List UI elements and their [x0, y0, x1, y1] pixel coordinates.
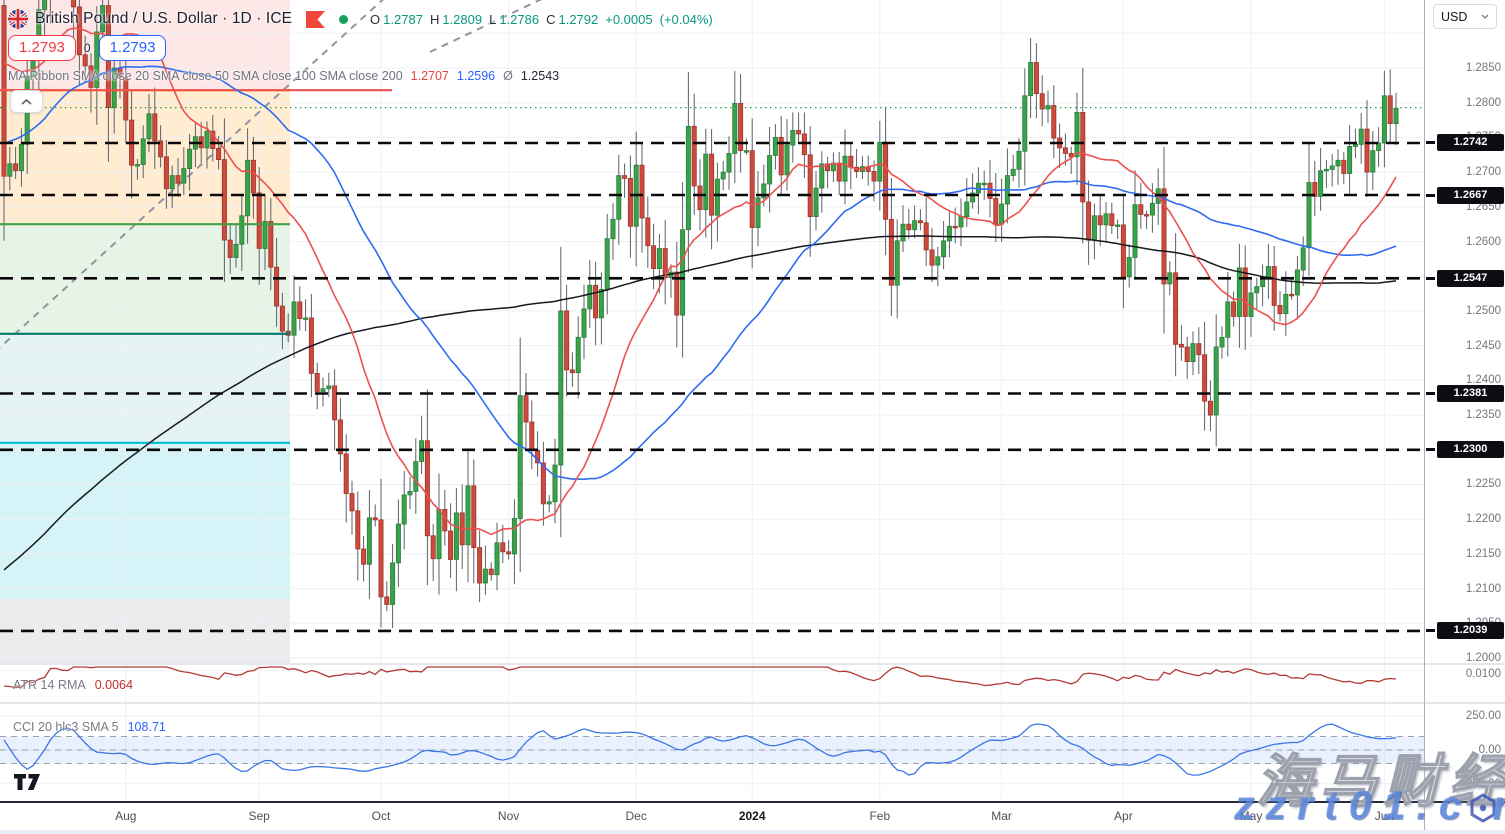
sma200-value: 1.2543 [520, 69, 560, 83]
currency-dropdown[interactable]: USD [1433, 4, 1497, 29]
high-label: H [429, 11, 440, 27]
gb-flag-icon [8, 9, 28, 29]
time-tick-Feb: Feb [869, 809, 891, 823]
cci-label[interactable]: CCI 20 hlc3 SMA 5 [13, 720, 119, 734]
currency-label: USD [1441, 9, 1468, 24]
sma-20-line [3, 27, 1397, 536]
bottom-scroll-strip [0, 830, 1505, 834]
cci-line [3, 723, 1397, 776]
symbol-title[interactable]: British Pound / U.S. Dollar · 1D · ICE [35, 10, 293, 27]
sma100-hidden-value: Ø [503, 69, 513, 83]
time-tick-Dec: Dec [625, 809, 647, 823]
price-tick: 1.2450 [1465, 339, 1501, 352]
price-tick: 1.2800 [1465, 96, 1501, 109]
price-axis[interactable]: USD 1.28501.28001.27501.27001.26501.2600… [1425, 0, 1505, 802]
price-tick: 1.2400 [1465, 374, 1501, 387]
cci-tick: 0.00 [1478, 744, 1501, 756]
candlestick-series [1, 0, 1399, 628]
price-tick: 1.2600 [1465, 235, 1501, 248]
sell-price-button[interactable]: 1.2793 [8, 35, 76, 61]
main-chart[interactable] [0, 0, 1424, 802]
sma50-value: 1.2596 [456, 69, 496, 83]
time-tick-Mar: Mar [991, 809, 1012, 823]
price-tick: 1.2200 [1465, 513, 1501, 526]
time-tick-Apr: Apr [1114, 809, 1133, 823]
time-tick-Oct: Oct [371, 809, 391, 823]
time-axis-separator [0, 801, 1505, 803]
low-label: L [489, 11, 497, 27]
high-value: 1.2809 [442, 11, 483, 27]
time-axis[interactable]: Aug Sep Oct Nov Dec 2024 Feb Mar Apr May Jun [0, 803, 1424, 830]
time-tick-2024: 2024 [738, 809, 766, 823]
atr-value: 0.0064 [94, 678, 133, 692]
close-label: C [546, 11, 556, 27]
pane-separator-atr[interactable] [0, 663, 1505, 665]
price-tick: 1.2650 [1465, 200, 1501, 213]
buy-price-button[interactable]: 1.2793 [98, 35, 167, 61]
change-value: +0.0005 [605, 11, 653, 27]
level-price-chip: 1.2381 [1426, 385, 1504, 403]
price-tick: 1.2700 [1465, 166, 1501, 179]
watermark-chinese: 海马财经 [1255, 749, 1505, 815]
open-label: O [370, 11, 381, 27]
level-price-chip: 1.2547 [1426, 269, 1504, 287]
chevron-down-icon [1481, 14, 1489, 19]
cci-indicator-legend[interactable]: CCI 20 hlc3 SMA 5 108.71 [13, 720, 166, 734]
flag-symbol-icon[interactable] [306, 10, 326, 28]
level-price-chip: 1.2742 [1426, 134, 1504, 152]
low-value: 1.2786 [499, 11, 540, 27]
price-axis-separator [1424, 0, 1425, 834]
cci-tick: 250.00 [1465, 710, 1501, 723]
cci-band [0, 736, 1424, 764]
price-zone [0, 333, 290, 443]
spread-value: 0 [83, 41, 91, 55]
pane-separator-cci[interactable] [0, 702, 1505, 704]
sma20-value: 1.2707 [410, 69, 449, 83]
price-tick: 1.2150 [1465, 547, 1501, 560]
chevron-up-icon [21, 98, 32, 105]
hexagon-icon [1470, 792, 1496, 823]
trendline [0, 0, 384, 349]
price-tick: 1.2500 [1465, 304, 1501, 317]
atr-tick: 0.0100 [1465, 667, 1501, 680]
level-price-chip: 1.2667 [1426, 186, 1504, 204]
level-price-chip: 1.2039 [1426, 622, 1504, 640]
atr-indicator-legend[interactable]: ATR 14 RMA 0.0064 [13, 678, 133, 692]
cci-tick: -250.00 [1461, 777, 1501, 790]
tradingview-logo[interactable] [14, 773, 46, 796]
ma-ribbon-legend[interactable]: MA Ribbon SMA close 20 SMA close 50 SMA … [8, 69, 559, 83]
atr-label[interactable]: ATR 14 RMA [13, 678, 86, 692]
sma-200-line [3, 235, 1397, 571]
time-tick-Sep: Sep [248, 809, 270, 823]
market-open-status-icon [339, 14, 349, 24]
ma-ribbon-label[interactable]: MA Ribbon SMA close 20 SMA close 50 SMA … [8, 69, 403, 83]
price-tick: 1.2250 [1465, 478, 1501, 491]
change-percent: (+0.04%) [659, 11, 713, 27]
time-tick-Nov: Nov [497, 809, 520, 823]
cci-value: 108.71 [127, 720, 166, 734]
watermark-site-left: zzrt01.c [1234, 782, 1473, 828]
watermark-site-right: n [1492, 782, 1505, 829]
price-zone [0, 442, 290, 599]
price-tick: 1.2350 [1465, 409, 1501, 422]
symbol-legend[interactable]: British Pound / U.S. Dollar · 1D · ICE O… [8, 8, 713, 30]
time-tick-Jun: Jun [1374, 809, 1395, 823]
collapse-legend-button[interactable] [10, 90, 43, 113]
price-tick: 1.2850 [1465, 62, 1501, 74]
close-value: 1.2792 [558, 11, 599, 27]
open-value: 1.2787 [383, 11, 423, 27]
bid-ask-row: 1.2793 0 1.2793 [8, 35, 167, 61]
sma-50-line [3, 65, 1397, 481]
price-tick: 1.2000 [1465, 651, 1501, 664]
atr-line [3, 666, 1397, 689]
watermark-site: zzrt01.c n [1234, 782, 1505, 829]
time-tick-Aug: Aug [115, 809, 137, 823]
price-tick: 1.2100 [1465, 582, 1501, 595]
time-tick-May: May [1239, 809, 1263, 823]
ohlc-values: O 1.2787 H 1.2809 L 1.2786 C 1.2792 +0.0005 … [370, 12, 713, 27]
level-price-chip: 1.2300 [1426, 441, 1504, 459]
